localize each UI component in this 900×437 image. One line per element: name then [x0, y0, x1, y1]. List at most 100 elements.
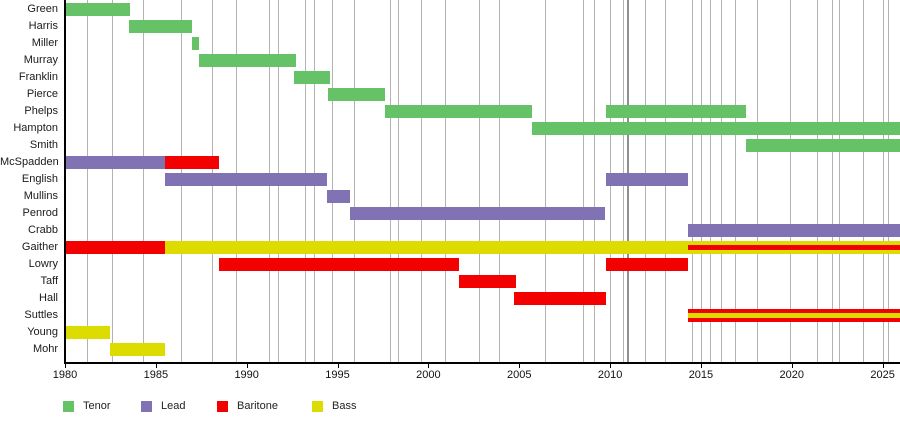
- gridline: [839, 0, 841, 362]
- axis-tick: [428, 364, 430, 368]
- timeline-bar-murray-tenor: [199, 53, 296, 67]
- timeline-bar-mcspadden-lead: [65, 155, 165, 169]
- legend-swatch-baritone: [217, 401, 228, 412]
- timeline-bar-english-lead: [164, 172, 327, 186]
- row-label: Green: [27, 3, 58, 15]
- gridline: [112, 0, 114, 362]
- timeline-bar-english-lead: [606, 172, 689, 186]
- gridline: [691, 0, 693, 362]
- axis-tick-label: 1995: [325, 369, 350, 381]
- axis-tick: [700, 364, 702, 368]
- gridline: [479, 0, 481, 362]
- gridline: [700, 0, 702, 362]
- row-label: Gaither: [21, 241, 58, 253]
- row-label: Mohr: [32, 343, 58, 355]
- axis-tick: [791, 364, 793, 368]
- gridline: [735, 0, 737, 362]
- timeline-bar-taff-baritone: [459, 274, 516, 288]
- y-axis-line: [64, 0, 66, 364]
- gridline: [720, 0, 722, 362]
- legend-item-tenor: Tenor: [63, 400, 153, 414]
- row-label: Phelps: [24, 105, 58, 117]
- timeline-bar-mullins-lead: [326, 189, 351, 203]
- gridline: [143, 0, 145, 362]
- gridline: [544, 0, 546, 362]
- axis-tick: [246, 364, 248, 368]
- timeline-bar-phelps-tenor: [606, 104, 747, 118]
- row-label: Hampton: [13, 122, 58, 134]
- axis-tick: [65, 364, 66, 368]
- row-label: Penrod: [22, 207, 58, 219]
- legend-item-lead: Lead: [141, 400, 231, 414]
- timeline-bar-mohr-bass: [110, 342, 165, 356]
- axis-tick-label: 2020: [779, 369, 805, 381]
- legend-swatch-bass: [312, 401, 323, 412]
- axis-tick-label: 1990: [234, 369, 259, 381]
- axis-tick-label: 2015: [688, 369, 714, 381]
- legend-item-bass: Bass: [312, 400, 402, 414]
- timeline-bar-lowry-baritone: [606, 257, 689, 271]
- row-label: Franklin: [18, 71, 58, 83]
- row-label: Smith: [29, 139, 58, 151]
- gridline: [888, 0, 890, 362]
- row-label: McSpadden: [0, 156, 59, 168]
- timeline-bar-suttles-baritone: [688, 308, 900, 322]
- gridline: [421, 0, 423, 362]
- row-label: Young: [27, 326, 58, 338]
- legend-label: Baritone: [237, 400, 278, 412]
- gridline: [789, 0, 791, 362]
- axis-tick-label: 1985: [143, 369, 169, 381]
- row-label: Taff: [40, 275, 58, 287]
- gridline: [593, 0, 595, 362]
- row-label: Hall: [39, 292, 58, 304]
- axis-tick: [155, 364, 157, 368]
- timeline-bar-harris-tenor: [128, 19, 193, 33]
- gridline: [817, 0, 819, 362]
- role-stripe-bass: [688, 312, 900, 318]
- timeline-bar-phelps-tenor: [384, 104, 532, 118]
- legend-label: Bass: [332, 400, 357, 412]
- axis-tick-label: 2000: [416, 369, 441, 381]
- timeline-bar-gaither-baritone: [65, 240, 165, 254]
- gridline: [882, 0, 884, 362]
- row-label: English: [21, 173, 58, 185]
- gridline: [831, 0, 833, 362]
- timeline-bar-mcspadden-baritone: [164, 155, 220, 169]
- row-label: Harris: [28, 20, 58, 32]
- gridline: [353, 0, 355, 362]
- gridline: [332, 0, 334, 362]
- timeline-bar-franklin-tenor: [293, 70, 331, 84]
- axis-tick: [519, 364, 521, 368]
- legend-item-baritone: Baritone: [217, 400, 307, 414]
- gridline: [499, 0, 501, 362]
- timeline-bar-lowry-baritone: [219, 257, 460, 271]
- gridline: [710, 0, 712, 362]
- gridline: [444, 0, 446, 362]
- axis-tick-label: 2005: [507, 369, 532, 381]
- timeline-bar-hall-baritone: [513, 291, 607, 305]
- legend-swatch-lead: [141, 401, 152, 412]
- timeline-bar-young-bass: [65, 325, 111, 339]
- row-label: Lowry: [28, 258, 58, 270]
- row-label: Suttles: [24, 309, 58, 321]
- row-label: Mullins: [23, 190, 58, 202]
- timeline-bar-hampton-tenor: [531, 121, 900, 135]
- row-label: Crabb: [28, 224, 58, 236]
- x-axis-line: [64, 362, 900, 364]
- axis-tick-label: 2010: [597, 369, 623, 381]
- timeline-bar-pierce-tenor: [328, 87, 385, 101]
- timeline-bar-crabb-lead: [688, 223, 900, 237]
- axis-tick: [337, 364, 339, 368]
- timeline-bar-green-tenor: [65, 2, 131, 16]
- axis-tick-label: 1980: [52, 369, 78, 381]
- legend-label: Tenor: [83, 400, 111, 412]
- legend-swatch-tenor: [63, 401, 74, 412]
- row-label: Murray: [23, 54, 58, 66]
- timeline-bar-penrod-lead: [350, 206, 605, 220]
- gridline: [390, 0, 392, 362]
- axis-tick: [882, 364, 884, 368]
- row-label: Miller: [31, 37, 58, 49]
- gridline: [757, 0, 759, 362]
- axis-tick: [610, 364, 612, 368]
